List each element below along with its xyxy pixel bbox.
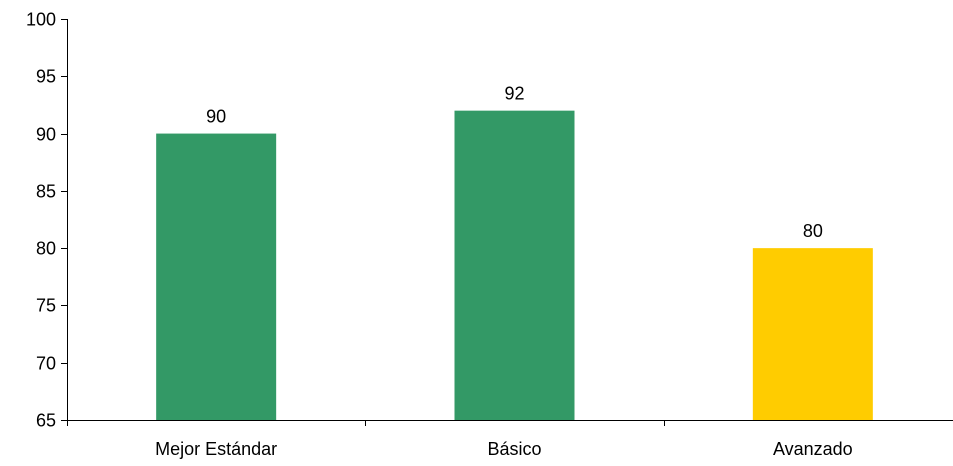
bars-group [156,110,873,421]
y-tick-label: 90 [36,125,56,145]
y-tick-label: 95 [36,67,56,87]
y-tick-label: 85 [36,182,56,202]
x-tick-label: Mejor Estándar [155,439,277,459]
bar-0 [156,133,277,421]
y-tick-label: 100 [26,10,56,30]
bar-2 [752,248,873,420]
data-label: 90 [206,107,226,127]
x-tick-labels-group: Mejor Estándar Básico Avanzado [155,439,853,459]
y-tick-label: 80 [36,239,56,259]
y-tick-label: 65 [36,411,56,431]
y-axis-ticks: 65 70 75 80 85 90 95 100 [26,10,68,431]
x-axis-ticks [67,420,665,426]
data-labels-group: 90 92 80 [206,84,823,241]
data-label: 92 [504,84,524,104]
y-tick-label: 70 [36,354,56,374]
x-tick-label: Básico [487,439,541,459]
x-tick-label: Avanzado [773,439,853,459]
data-label: 80 [803,221,823,241]
bar-1 [454,110,575,421]
y-tick-label: 75 [36,296,56,316]
